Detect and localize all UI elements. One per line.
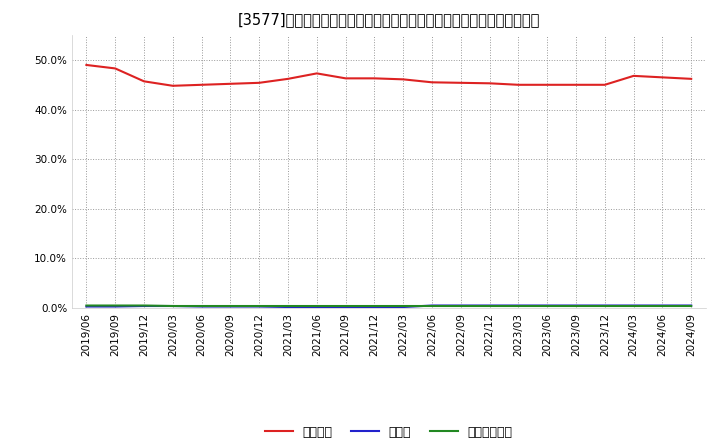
- Legend: 自己資本, のれん, 繰延税金資産: 自己資本, のれん, 繰延税金資産: [260, 421, 518, 440]
- のれん: [341, 304, 350, 310]
- 自己資本: [514, 82, 523, 88]
- 自己資本: [312, 71, 321, 76]
- 繰延税金資産: [629, 303, 638, 308]
- 自己資本: [197, 82, 206, 88]
- 繰延税金資産: [399, 303, 408, 308]
- 繰延税金資産: [168, 303, 177, 308]
- のれん: [255, 304, 264, 309]
- 自己資本: [140, 79, 148, 84]
- 自己資本: [284, 76, 292, 81]
- 自己資本: [226, 81, 235, 86]
- 自己資本: [687, 76, 696, 81]
- のれん: [514, 303, 523, 308]
- のれん: [572, 303, 580, 308]
- のれん: [543, 303, 552, 308]
- のれん: [226, 304, 235, 309]
- 自己資本: [399, 77, 408, 82]
- のれん: [312, 304, 321, 310]
- 自己資本: [255, 80, 264, 85]
- のれん: [600, 303, 609, 308]
- 繰延税金資産: [658, 303, 667, 308]
- Line: 繰延税金資産: 繰延税金資産: [86, 305, 691, 306]
- 繰延税金資産: [284, 303, 292, 308]
- 繰延税金資産: [514, 303, 523, 308]
- 自己資本: [600, 82, 609, 88]
- 自己資本: [543, 82, 552, 88]
- のれん: [456, 303, 465, 308]
- 自己資本: [629, 73, 638, 78]
- 自己資本: [572, 82, 580, 88]
- のれん: [140, 303, 148, 308]
- Line: のれん: のれん: [86, 305, 691, 307]
- のれん: [168, 303, 177, 308]
- のれん: [370, 304, 379, 310]
- のれん: [82, 304, 91, 309]
- のれん: [485, 303, 494, 308]
- のれん: [111, 304, 120, 309]
- のれん: [197, 304, 206, 309]
- のれん: [687, 303, 696, 308]
- 繰延税金資産: [600, 303, 609, 308]
- のれん: [629, 303, 638, 308]
- 自己資本: [485, 81, 494, 86]
- Title: [3577]　自己資本、のれん、繰延税金資産の総資産に対する比率の推移: [3577] 自己資本、のれん、繰延税金資産の総資産に対する比率の推移: [238, 12, 540, 27]
- 繰延税金資産: [255, 303, 264, 308]
- 繰延税金資産: [312, 303, 321, 308]
- 自己資本: [341, 76, 350, 81]
- 繰延税金資産: [370, 303, 379, 308]
- 繰延税金資産: [428, 303, 436, 308]
- 自己資本: [370, 76, 379, 81]
- 繰延税金資産: [197, 303, 206, 308]
- 繰延税金資産: [226, 303, 235, 308]
- 自己資本: [658, 75, 667, 80]
- のれん: [284, 304, 292, 310]
- 自己資本: [428, 80, 436, 85]
- のれん: [658, 303, 667, 308]
- Line: 自己資本: 自己資本: [86, 65, 691, 86]
- 繰延税金資産: [572, 303, 580, 308]
- 自己資本: [168, 83, 177, 88]
- 繰延税金資産: [543, 303, 552, 308]
- 繰延税金資産: [341, 303, 350, 308]
- のれん: [399, 304, 408, 310]
- のれん: [428, 303, 436, 308]
- 自己資本: [82, 62, 91, 68]
- 繰延税金資産: [456, 303, 465, 308]
- 繰延税金資産: [687, 303, 696, 308]
- 自己資本: [456, 80, 465, 85]
- 繰延税金資産: [140, 303, 148, 308]
- 繰延税金資産: [485, 303, 494, 308]
- 自己資本: [111, 66, 120, 71]
- 繰延税金資産: [82, 303, 91, 308]
- 繰延税金資産: [111, 303, 120, 308]
